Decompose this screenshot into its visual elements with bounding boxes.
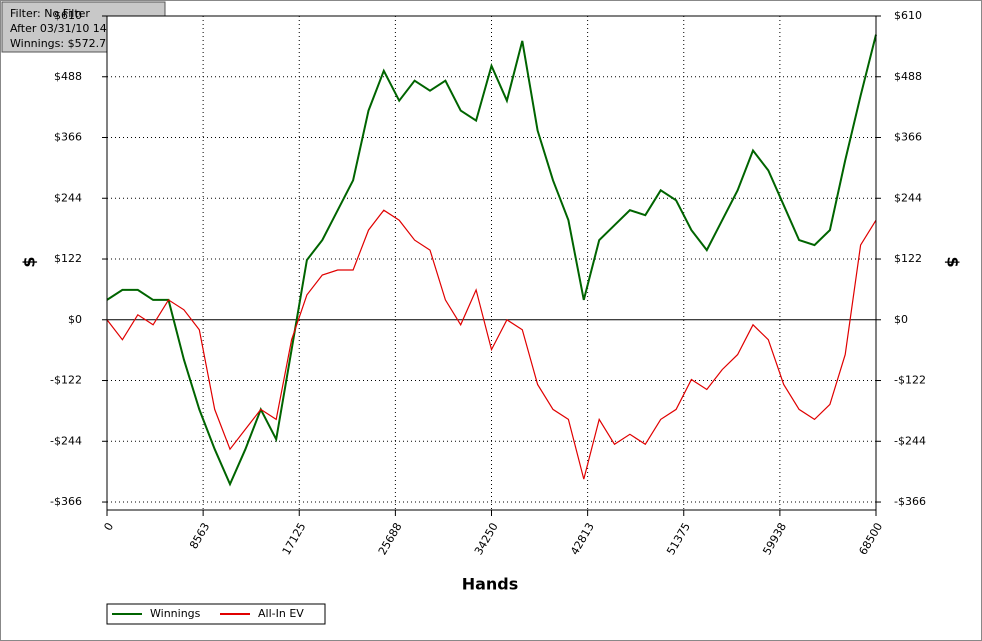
series-line — [106, 34, 877, 487]
y2-tick-label: -$244 — [894, 434, 926, 447]
y-tick-label: $610 — [54, 9, 82, 22]
y-tick-label: -$366 — [50, 495, 82, 508]
y2-tick-label: $244 — [894, 191, 922, 204]
y-axis-title: $ — [20, 256, 39, 267]
y2-tick-label: -$122 — [894, 374, 926, 387]
legend-label: Winnings — [150, 607, 201, 620]
y-tick-label: -$122 — [50, 374, 82, 387]
y2-tick-label: $0 — [894, 313, 908, 326]
y-tick-label: $488 — [54, 70, 82, 83]
filter-text: Filter: No Filter — [10, 7, 90, 20]
y2-tick-label: $610 — [894, 9, 922, 22]
series-line — [106, 209, 877, 480]
x-axis-title: Hands — [462, 575, 519, 594]
plot-area — [107, 16, 876, 510]
y2-axis-title: $ — [944, 256, 963, 267]
y2-tick-label: $488 — [894, 70, 922, 83]
legend-label: All-In EV — [258, 607, 304, 620]
y2-tick-label: $122 — [894, 252, 922, 265]
y-tick-label: $366 — [54, 131, 82, 144]
y-tick-label: $244 — [54, 191, 82, 204]
y-tick-label: -$244 — [50, 434, 82, 447]
legend — [106, 603, 326, 625]
y-tick-label: $122 — [54, 252, 82, 265]
y-tick-label: $0 — [68, 313, 82, 326]
y2-tick-label: -$366 — [894, 495, 926, 508]
plot-frame — [106, 15, 877, 511]
y2-tick-label: $366 — [894, 131, 922, 144]
winnings-text: Winnings: $572.70 — [10, 37, 113, 50]
